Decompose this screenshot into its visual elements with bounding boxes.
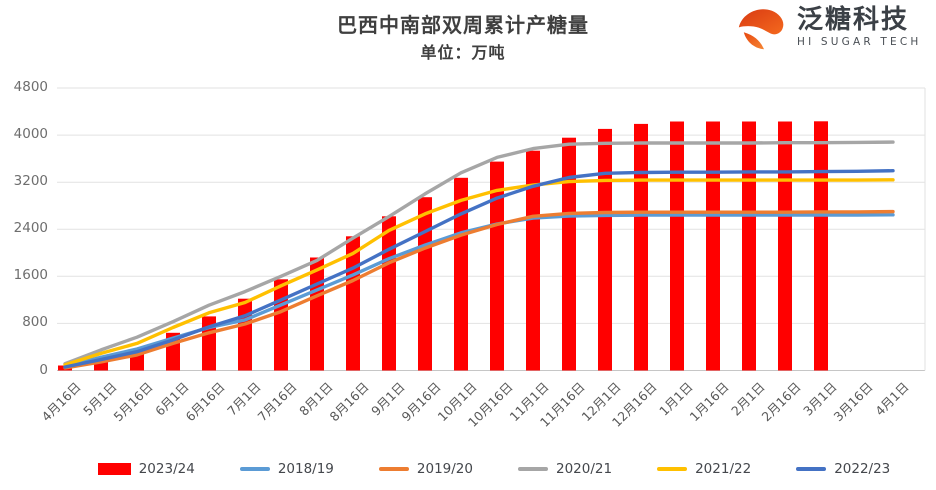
- legend-item-2022-23: 2022/23: [796, 461, 890, 477]
- legend-swatch-line: [796, 466, 827, 472]
- brand-text: 泛糖科技 HI SUGAR TECH: [797, 5, 922, 48]
- legend-swatch-line: [239, 466, 270, 472]
- legend-label: 2019/20: [416, 461, 473, 477]
- bar-2023-24: [778, 121, 792, 371]
- line-2018-19: [63, 213, 895, 368]
- legend-item-2019-20: 2019/20: [378, 461, 473, 477]
- legend-swatch-line: [657, 466, 688, 472]
- y-axis-label: 0: [39, 361, 48, 378]
- y-axis-label: 1600: [13, 267, 48, 284]
- line-2022-23: [63, 168, 895, 369]
- bar-2023-24: [562, 137, 576, 371]
- bar-2023-24: [742, 121, 756, 371]
- sugar-swirl-icon: [738, 9, 784, 50]
- chart-title: 巴西中南部双周累计产糖量: [337, 13, 589, 37]
- legend-item-2020-21: 2020/21: [518, 461, 612, 477]
- y-axis-label: 3200: [13, 173, 48, 190]
- chart-subtitle: 单位：万吨: [420, 43, 506, 62]
- line-2019-20: [63, 209, 895, 370]
- y-axis-label: 2400: [13, 220, 48, 237]
- bar-2023-24: [598, 128, 612, 371]
- bar-2023-24: [274, 279, 288, 371]
- bar-2023-24: [238, 298, 252, 371]
- bar-2023-24: [94, 361, 108, 371]
- logo-swoosh-bottom: [743, 32, 765, 50]
- line-2021-22: [63, 178, 895, 367]
- brand-name-cn: 泛糖科技: [797, 5, 910, 35]
- bar-2023-24: [526, 150, 540, 371]
- logo-swoosh-top: [738, 9, 784, 35]
- legend-label: 2021/22: [695, 461, 752, 477]
- legend-label: 2018/19: [277, 461, 334, 477]
- legend-item-2018-19: 2018/19: [239, 461, 334, 477]
- bar-2023-24: [670, 121, 684, 371]
- legend-swatch-line: [378, 466, 409, 472]
- plot-area: [57, 87, 926, 371]
- bar-2023-24: [454, 177, 468, 371]
- legend-swatch-line: [518, 466, 548, 472]
- brand-logo: 泛糖科技 HI SUGAR TECH: [735, 5, 922, 53]
- bar-2023-24: [382, 216, 396, 371]
- y-axis-label: 4000: [13, 126, 48, 143]
- bar-2023-24: [706, 121, 720, 371]
- legend-label: 2022/23: [834, 461, 891, 477]
- legend-label: 2023/24: [138, 461, 195, 477]
- bar-2023-24: [310, 257, 324, 371]
- bar-2023-24: [814, 121, 828, 371]
- bar-2023-24: [634, 123, 648, 371]
- legend-item-2021-22: 2021/22: [657, 461, 751, 477]
- y-axis-label: 4800: [13, 79, 48, 95]
- bar-2023-24: [418, 197, 432, 371]
- bar-2023-24: [490, 161, 504, 371]
- legend: 2023/24 2018/19 2019/20 2020/21 2021/22 2022/…: [0, 457, 936, 481]
- y-axis-label: 800: [22, 314, 48, 331]
- legend-label: 2020/21: [556, 461, 613, 477]
- legend-item-2023-24: 2023/24: [97, 461, 195, 477]
- legend-swatch-bar: [97, 463, 131, 475]
- line-2020-21: [63, 140, 895, 366]
- brand-name-en: HI SUGAR TECH: [797, 36, 922, 48]
